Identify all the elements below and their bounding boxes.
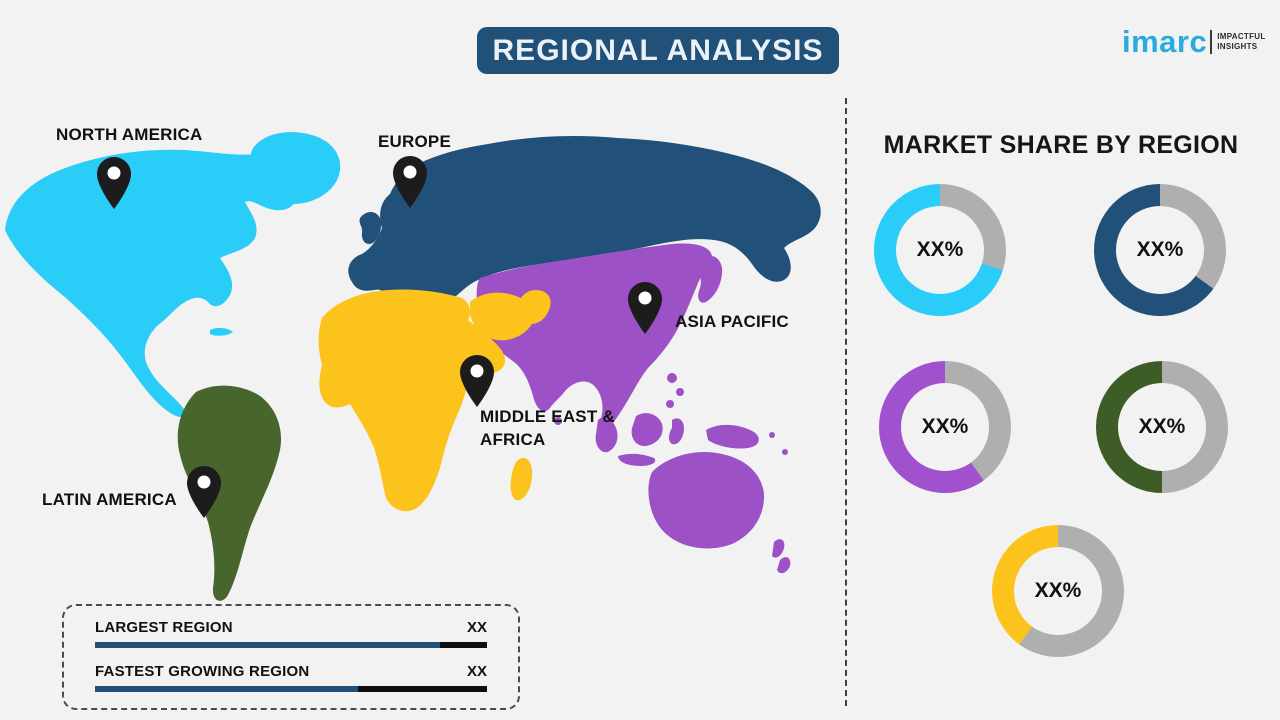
map-island-pacific-1 [769,432,775,438]
map-island-philippines-1 [667,373,677,383]
map-region-australia [648,452,765,549]
imarc-logo-text: imarc [1122,24,1208,59]
logo-divider [1210,29,1213,54]
map-island-madagascar [510,457,533,501]
map-island-sulawesi [669,418,684,445]
legend-value-largest-region: XX [466,619,487,636]
logo-tagline: IMPACTFUL INSIGHTS [1217,32,1265,52]
legend-row-largest-region: LARGEST REGION XX [95,619,487,648]
map-region-greenland [250,132,341,204]
legend-label-fastest-growing-region: FASTEST GROWING REGION [95,663,310,680]
map-island-nz-north [772,539,785,558]
map-island-sri-lanka [554,417,562,425]
map-island-sumatra [595,417,618,453]
map-island-new-guinea [706,424,759,449]
map-pin-latin-america [187,466,221,518]
map-island-philippines-2 [676,388,684,396]
map-region-middle-east [518,290,551,325]
donut-value-middle-east-africa: XX% [1034,579,1082,602]
legend-row-fastest-growing-region: FASTEST GROWING REGION XX [95,663,487,692]
map-pin-middle-east-africa [460,355,494,407]
donut-value-north-america: XX% [916,238,964,261]
legend-bar-fastest-growing-region [95,686,487,692]
donut-value-europe: XX% [1136,238,1184,261]
map-region-asia-japan [698,255,723,303]
imarc-logo: imarc IMPACTFUL INSIGHTS [1122,26,1266,57]
map-island-borneo [631,413,663,447]
page-title: REGIONAL ANALYSIS [492,33,824,67]
donut-latin-america: XX% [1096,361,1228,493]
map-region-north-america [5,144,330,418]
donut-middle-east-africa: XX% [992,525,1124,657]
map-label-north-america: NORTH AMERICA [56,125,203,144]
legend-value-fastest-growing-region: XX [466,663,487,680]
map-label-latin-america: LATIN AMERICA [42,490,177,509]
world-map [5,132,821,601]
donut-europe: XX% [1094,184,1226,316]
map-label-middle-east-africa: MIDDLE EAST & AFRICA [480,407,615,449]
donut-asia-pacific: XX% [879,361,1011,493]
map-label-asia-pacific: ASIA PACIFIC [675,312,789,331]
map-pin-north-america [97,157,131,209]
map-island-java [618,453,656,466]
map-island-nz-south [777,557,791,574]
legend-label-largest-region: LARGEST REGION [95,619,233,636]
map-pin-asia-pacific [628,282,662,334]
map-label-europe: EUROPE [378,132,451,151]
legend-box: LARGEST REGION XX FASTEST GROWING REGION… [62,604,520,710]
map-pin-europe [393,156,427,208]
donut-value-latin-america: XX% [1138,415,1186,438]
map-region-latin-america [177,385,282,601]
market-share-heading: MARKET SHARE BY REGION [883,131,1239,159]
legend-bar-largest-region [95,642,487,648]
map-region-europe [348,136,821,305]
logo-tagline-line1: IMPACTFUL [1217,31,1266,41]
page-title-banner: REGIONAL ANALYSIS [477,27,839,74]
map-region-europe-uk [359,212,382,244]
map-island-cuba [210,327,233,336]
logo-tagline-line2: INSIGHTS [1217,41,1258,51]
map-island-philippines-3 [666,400,674,408]
map-region-africa [318,289,506,512]
donut-north-america: XX% [874,184,1006,316]
dashed-divider [845,98,847,706]
map-island-pacific-2 [782,449,788,455]
donut-value-asia-pacific: XX% [921,415,969,438]
